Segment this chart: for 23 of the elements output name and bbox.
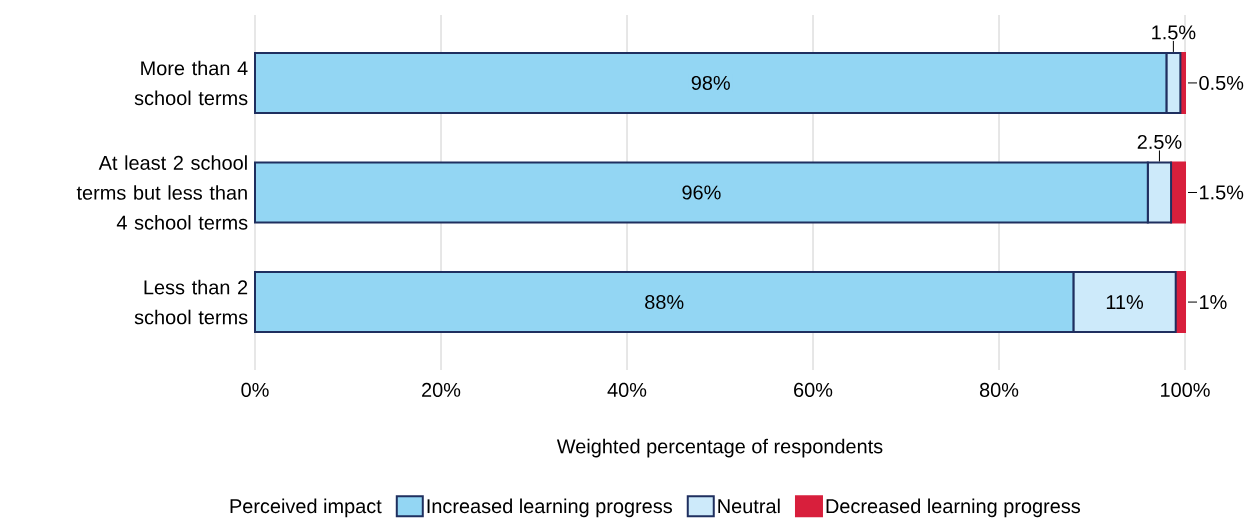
y-tick-label: At least 2 school terms but less than 4 school terms — [76, 155, 248, 230]
y-tick-label: Less than 2 school terms — [134, 279, 248, 325]
x-tick-label: 20% — [422, 382, 461, 397]
data-label: 11% — [1106, 295, 1144, 310]
x-tick-label: 60% — [794, 382, 833, 397]
data-label: 1.5% — [1152, 25, 1196, 40]
x-tick-label: 40% — [607, 382, 647, 397]
legend-label: Increased learning progress — [427, 498, 672, 518]
y-tick-label: More than 4 school terms — [134, 60, 248, 106]
legend-label: Neutral — [718, 498, 780, 514]
data-label: 98% — [691, 75, 730, 90]
data-label: 96% — [682, 185, 721, 200]
x-tick-label: 100% — [1161, 382, 1210, 397]
legend-title: Perceived impact — [230, 498, 382, 518]
legend-label: Decreased learning progress — [826, 498, 1081, 518]
data-label: 0.5% — [1199, 75, 1244, 90]
x-tick-label: 80% — [979, 382, 1019, 397]
x-axis-title: Weighted percentage of respondents — [556, 438, 883, 458]
data-label: 2.5% — [1137, 134, 1182, 149]
data-label: 1.5% — [1200, 185, 1244, 200]
x-tick-label: 0% — [241, 382, 269, 397]
data-label: 1% — [1200, 295, 1227, 310]
data-label: 88% — [645, 295, 684, 310]
